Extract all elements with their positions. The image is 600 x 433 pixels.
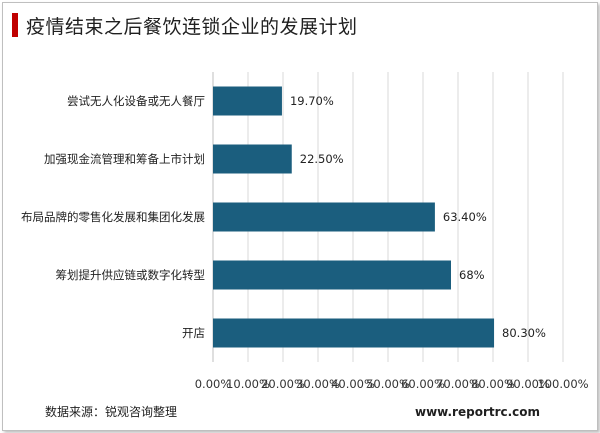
bar <box>213 144 292 174</box>
x-tick-label: 80.00% <box>471 377 515 391</box>
data-label: 63.40% <box>443 210 487 224</box>
x-tick-label: 30.00% <box>296 377 340 391</box>
category-label: 筹划提升供应链或数字化转型 <box>56 268 206 282</box>
bar <box>213 318 495 348</box>
bars <box>213 86 495 348</box>
data-label: 80.30% <box>502 326 546 340</box>
x-tick-label: 90.00% <box>506 377 550 391</box>
bar <box>213 202 435 232</box>
data-label: 68% <box>459 268 485 282</box>
labels: 0.00%10.00%20.00%30.00%40.00%50.00%60.00… <box>21 94 589 391</box>
category-label: 尝试无人化设备或无人餐厅 <box>67 94 205 108</box>
x-tick-label: 10.00% <box>226 377 270 391</box>
x-tick-label: 70.00% <box>436 377 480 391</box>
chart-title: 疫情结束之后餐饮连锁企业的发展计划 <box>26 16 358 38</box>
x-tick-label: 40.00% <box>331 377 375 391</box>
x-tick-label: 50.00% <box>366 377 410 391</box>
bar <box>213 86 282 116</box>
title-accent-bar <box>12 13 18 37</box>
category-label: 布局品牌的零售化发展和集团化发展 <box>21 210 205 224</box>
category-label: 开店 <box>182 326 205 340</box>
x-tick-label: 60.00% <box>401 377 445 391</box>
x-tick-label: 100.00% <box>537 377 588 391</box>
bar <box>213 260 451 290</box>
data-label: 19.70% <box>290 94 334 108</box>
category-label: 加强现金流管理和筹备上市计划 <box>44 152 205 166</box>
website-url: www.reportrc.com <box>415 405 541 419</box>
data-label: 22.50% <box>300 152 344 166</box>
x-tick-label: 20.00% <box>261 377 305 391</box>
x-tick-label: 0.00% <box>195 377 232 391</box>
data-source: 数据来源：锐观咨询整理 <box>45 405 178 419</box>
